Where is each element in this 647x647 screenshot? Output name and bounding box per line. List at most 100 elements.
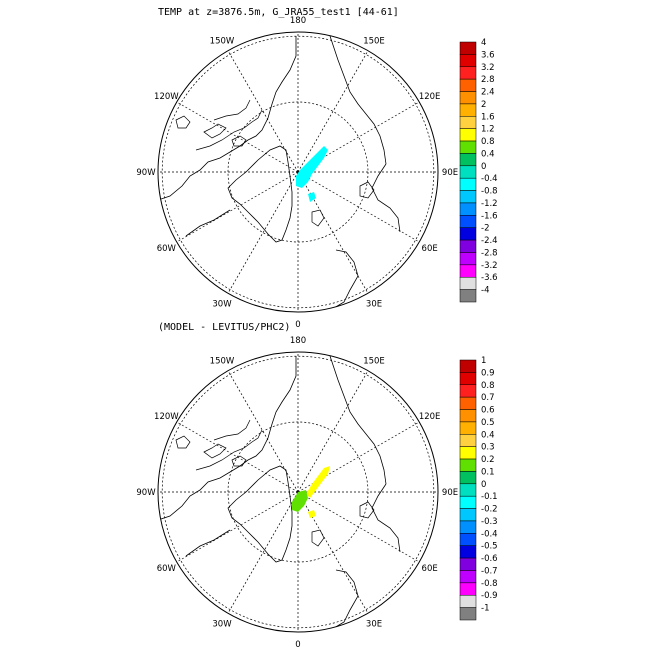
colorbar-label: -0.8 [481,579,498,589]
colorbar-label: -1.2 [481,199,498,209]
meridian-line [227,171,299,294]
colorbar-label: -2 [481,224,489,234]
colorbar-swatch [459,41,477,55]
colorbar-label: 3.6 [481,50,495,60]
graticule [158,352,438,632]
colorbar-label: -0.4 [481,529,498,539]
colorbar-label: -0.3 [481,517,498,527]
colorbar-swatch [459,190,477,204]
colorbar-label: -0.5 [481,542,498,552]
colorbar-label: 0.1 [481,467,495,477]
colorbar-label: -0.8 [481,187,498,197]
colorbar-label: -0.7 [481,566,498,576]
coastlines [158,355,401,629]
meridian-label: 120E [419,412,441,422]
colorbar-label: 0.8 [481,381,495,391]
colorbar-label: 0.6 [481,406,495,416]
meridian-labels: 180 150E 120E 90E 60E 30E 0 30W 60W 90W 120W 150W [136,336,458,647]
meridian-label: 60W [157,244,177,254]
labrador-coastline [185,209,231,237]
meridian-label: 150W [210,36,235,46]
field-patch-cyan [296,146,328,188]
meridian-label: 120W [154,92,179,102]
island-coastline-2 [231,455,247,467]
greenland-coastline [227,145,293,243]
arctic-islands-coastline-2 [213,99,251,121]
meridian-line [297,50,369,173]
island-coastline-2 [231,135,247,147]
arctic-islands-coastline [195,429,263,471]
siberia-coastline [329,35,387,165]
colorbar-swatch [459,153,477,167]
colorbar-swatch [459,264,477,278]
colorbar-label: 1 [481,356,486,366]
colorbar-label: 0.5 [481,418,495,428]
colorbar-swatch [459,54,477,68]
colorbar-label: 2.4 [481,88,495,98]
colorbar-label: -3.6 [481,273,498,283]
colorbar-label: -0.4 [481,174,498,184]
panel-bottom-title: (MODEL - LEVITUS/PHC2) [158,322,290,333]
greenland-coastline [227,465,293,563]
anomaly-field [292,466,330,518]
meridian-line [297,171,420,243]
meridian-line [297,491,369,614]
colorbar-swatch [459,421,477,435]
colorbar-label: 3.2 [481,63,495,73]
colorbar-swatch [459,289,477,303]
colorbar-label: 0.7 [481,393,495,403]
colorbar-label: -0.1 [481,492,498,502]
meridian-labels: 180 150E 120E 90E 60E 30E 0 30W 60W 90W 120W 150W [136,16,458,330]
arctic-islands-coastline-2 [213,419,251,441]
colorbar-swatch [459,594,477,608]
colorbar-swatch [459,276,477,290]
colorbar-top: 4 3.6 3.2 2.8 2.4 2 1.6 1.2 0.8 0.4 0 -0.4 -0.8 -1.2 -… [459,38,498,303]
meridian-label: 120E [419,92,441,102]
colorbar-swatch [459,239,477,253]
meridian-label: 30E [366,300,382,310]
meridian-label: 150W [210,356,235,366]
latitude-circle [161,355,435,629]
latitude-circle [161,35,435,309]
svalbard-coastline [359,501,375,519]
meridian-line [297,421,420,493]
meridian-line [176,491,299,563]
meridian-label: 90E [442,488,458,498]
colorbar-swatch [459,91,477,105]
colorbar-label: 2 [481,100,486,110]
colorbar-label: -1.6 [481,211,498,221]
colorbar-swatch [459,471,477,485]
colorbar-swatch [459,607,477,621]
colorbar-swatch [459,508,477,522]
meridian-line [176,171,299,243]
colorbar-label: -0.2 [481,505,498,515]
meridian-label: 0 [295,640,300,647]
colorbar-swatch [459,116,477,129]
meridian-label: 60E [422,244,438,254]
colorbar-swatch [459,446,477,460]
meridian-label: 180 [290,16,306,26]
meridian-label: 30W [212,620,232,630]
island-coastline-3 [311,209,325,227]
colorbar-swatch [459,582,477,596]
meridian-label: 150E [363,356,385,366]
colorbar-swatch [459,252,477,266]
panel-bottom: (MODEL - LEVITUS/PHC2) [136,322,497,647]
colorbar-label: -4 [481,286,489,296]
anomaly-field [296,146,328,202]
colorbar-swatch [459,66,477,80]
meridian-label: 90E [442,168,458,178]
colorbar-swatch [459,140,477,154]
colorbar-label: -2.4 [481,236,498,246]
colorbar-label: -0.9 [481,591,498,601]
colorbar-swatch [459,227,477,241]
meridian-label: 60W [157,564,177,574]
colorbar-swatch [459,495,477,509]
colorbar-swatch [459,384,477,398]
meridian-label: 90W [136,168,156,178]
hudson-coastline [175,435,191,449]
colorbar-swatch [459,483,477,497]
island-coastline [203,443,227,459]
colorbar-label: 2.8 [481,75,495,85]
